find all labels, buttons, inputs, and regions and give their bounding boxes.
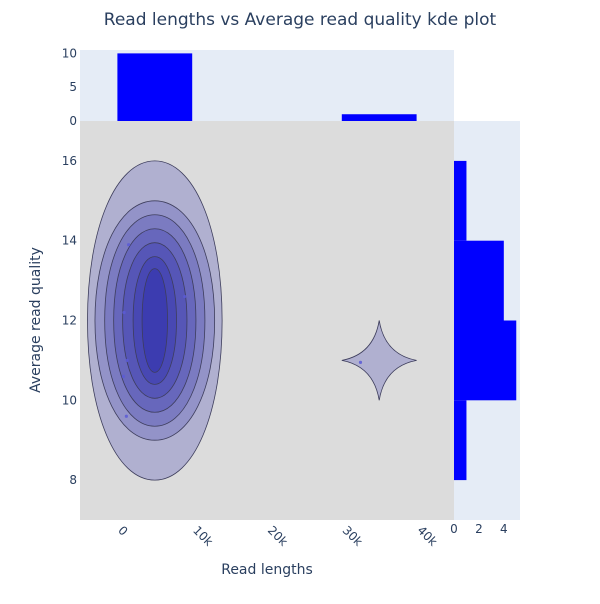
top-histogram <box>117 53 417 121</box>
data-point-7 <box>358 360 363 364</box>
top-y-tick-label-3: 10 <box>62 46 77 60</box>
kde-contour-7 <box>141 268 168 373</box>
y-axis-label: Average read quality <box>28 247 44 393</box>
right-histogram-bar-1 <box>454 400 467 481</box>
x-tick-label-5: 40k <box>414 523 440 549</box>
x-axis-label: Read lengths <box>221 562 313 578</box>
kde-contours <box>87 160 417 481</box>
kde-contour-3 <box>104 214 206 427</box>
kde-contour-6 <box>132 256 177 385</box>
data-point-1 <box>127 243 131 247</box>
x-tick-label-2: 10k <box>190 523 216 549</box>
right-histogram-bar-2 <box>454 320 517 401</box>
right-x-tick-label-1: 0 <box>450 522 458 536</box>
data-point-3 <box>125 358 129 362</box>
x-tick-label-3: 20k <box>265 523 291 549</box>
data-point-5 <box>124 414 128 418</box>
y-axis-ticks: 8 10 12 14 16 <box>62 154 77 487</box>
data-point-6 <box>183 294 187 299</box>
right-x-tick-label-3: 4 <box>500 522 508 536</box>
top-histogram-y-ticks: 0 5 10 <box>62 46 77 128</box>
kde-contour-4 <box>113 228 197 413</box>
right-histogram <box>454 160 517 481</box>
x-axis-ticks: 0 10k 20k 30k 40k <box>115 523 440 549</box>
top-y-tick-label-2: 5 <box>69 80 77 94</box>
data-point-2 <box>122 310 126 315</box>
y-tick-label-1: 8 <box>69 473 77 487</box>
right-histogram-bar-4 <box>454 160 467 241</box>
y-tick-label-5: 16 <box>62 154 77 168</box>
right-histogram-bar-3 <box>454 240 504 321</box>
y-tick-label-2: 10 <box>62 393 77 407</box>
x-tick-label-1: 0 <box>115 523 130 538</box>
right-histogram-x-ticks: 0 2 4 <box>450 522 507 536</box>
right-x-tick-label-2: 2 <box>475 522 483 536</box>
top-histogram-bar-2 <box>341 114 417 121</box>
top-y-tick-label-1: 0 <box>69 114 77 128</box>
x-tick-label-4: 30k <box>340 523 366 549</box>
y-tick-label-4: 14 <box>62 234 77 248</box>
kde-contour-8 <box>341 320 417 401</box>
scatter-points <box>121 243 363 418</box>
chart-title: Read lengths vs Average read quality kde… <box>104 10 497 30</box>
top-histogram-bar-1 <box>117 53 193 121</box>
kde-contour-5 <box>122 242 188 399</box>
y-tick-label-3: 12 <box>62 314 77 328</box>
kde-contour-2 <box>94 200 216 441</box>
data-point-4 <box>121 374 125 378</box>
